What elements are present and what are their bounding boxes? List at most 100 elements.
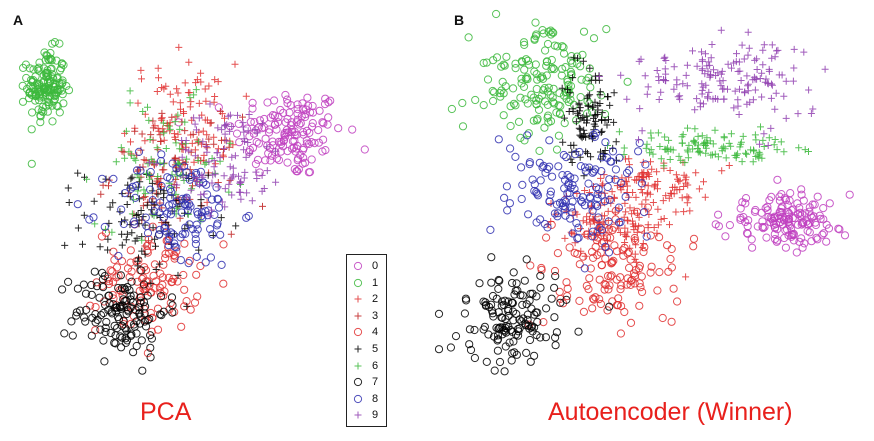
- point-digit-4: [156, 288, 165, 298]
- point-digit-7: [536, 271, 545, 280]
- point-digit-2: [638, 244, 646, 252]
- point-digit-9: [709, 95, 717, 103]
- point-digit-8: [212, 221, 222, 230]
- point-digit-4: [617, 281, 626, 290]
- point-digit-9: [768, 54, 776, 62]
- point-digit-1: [47, 64, 56, 73]
- point-digit-8: [576, 196, 585, 205]
- point-digit-7: [98, 268, 107, 277]
- point-digit-4: [603, 306, 612, 315]
- point-digit-6: [720, 143, 728, 151]
- point-digit-7: [96, 311, 106, 320]
- legend-marker-8: [353, 394, 363, 403]
- point-digit-9: [218, 126, 226, 134]
- point-digit-9: [737, 77, 745, 84]
- point-digit-9: [790, 45, 798, 53]
- point-digit-5: [598, 109, 606, 117]
- point-digit-9: [182, 137, 190, 144]
- point-digit-4: [117, 257, 127, 266]
- point-digit-0: [788, 230, 797, 239]
- point-digit-6: [649, 150, 657, 158]
- point-digit-8: [212, 183, 221, 192]
- point-digit-0: [767, 192, 776, 201]
- point-digit-0: [781, 243, 790, 252]
- point-digit-8: [580, 264, 589, 273]
- point-digit-9: [778, 71, 786, 79]
- point-digit-6: [759, 136, 767, 144]
- point-digit-6: [738, 158, 746, 166]
- point-digit-7: [489, 332, 499, 341]
- point-digit-1: [535, 146, 544, 155]
- point-digit-0: [297, 112, 306, 121]
- point-digit-3: [718, 167, 726, 175]
- point-digit-8: [621, 192, 630, 201]
- point-digit-9: [682, 71, 690, 79]
- point-digit-3: [216, 107, 224, 115]
- point-digit-7: [168, 301, 177, 310]
- point-digit-2: [622, 233, 630, 241]
- point-digit-4: [146, 308, 155, 318]
- point-digit-8: [625, 166, 634, 175]
- point-digit-7: [135, 309, 144, 318]
- point-digit-1: [557, 71, 566, 80]
- point-digit-7: [111, 339, 120, 348]
- point-digit-0: [315, 106, 324, 115]
- point-digit-8: [502, 182, 512, 191]
- point-digit-9: [240, 146, 248, 154]
- point-digit-9: [753, 66, 761, 73]
- point-digit-8: [560, 196, 569, 205]
- point-digit-7: [146, 343, 155, 352]
- point-digit-9: [673, 76, 681, 84]
- point-digit-9: [717, 70, 725, 78]
- point-digit-7: [139, 298, 149, 307]
- point-digit-0: [800, 239, 809, 248]
- point-digit-3: [665, 194, 673, 202]
- point-digit-8: [155, 225, 164, 234]
- point-digit-9: [683, 82, 691, 90]
- point-digit-8: [192, 252, 201, 261]
- point-digit-3: [676, 186, 684, 194]
- point-digit-9: [641, 72, 649, 80]
- point-digit-8: [530, 186, 539, 196]
- point-digit-9: [241, 138, 249, 145]
- point-digit-4: [158, 280, 167, 289]
- point-digit-2: [141, 137, 149, 145]
- point-digit-9: [735, 111, 743, 118]
- point-digit-7: [81, 289, 91, 298]
- legend-label: 3: [372, 309, 379, 322]
- point-digit-5: [601, 116, 609, 124]
- point-digit-5: [118, 241, 126, 249]
- plus-marker-icon: [354, 312, 362, 320]
- point-digit-8: [541, 168, 550, 177]
- point-digit-0: [792, 248, 801, 257]
- point-digit-6: [190, 91, 198, 99]
- point-digit-6: [777, 138, 785, 146]
- point-digit-5: [579, 114, 587, 121]
- point-digit-9: [760, 41, 768, 49]
- point-digit-8: [148, 196, 157, 205]
- panel-label-b: B: [454, 12, 465, 28]
- point-digit-7: [508, 349, 517, 358]
- point-digit-9: [702, 81, 710, 89]
- point-digit-3: [646, 190, 654, 198]
- point-digit-0: [299, 153, 308, 162]
- point-digit-7: [99, 308, 108, 318]
- point-digit-1: [55, 108, 64, 117]
- point-digit-1: [42, 51, 51, 60]
- point-digit-4: [593, 228, 602, 237]
- point-digit-8: [614, 203, 623, 212]
- point-digit-0: [318, 118, 327, 127]
- point-digit-7: [106, 328, 115, 338]
- point-digit-6: [732, 151, 740, 159]
- point-digit-2: [187, 98, 195, 106]
- point-digit-4: [193, 292, 202, 301]
- point-digit-7: [508, 278, 517, 288]
- point-digit-7: [465, 325, 475, 334]
- point-digit-6: [168, 183, 175, 191]
- point-digit-0: [299, 104, 308, 113]
- point-digit-7: [466, 345, 476, 355]
- point-digit-6: [691, 139, 699, 147]
- point-digit-7: [95, 293, 104, 302]
- point-digit-5: [152, 242, 159, 250]
- point-digit-8: [172, 243, 181, 252]
